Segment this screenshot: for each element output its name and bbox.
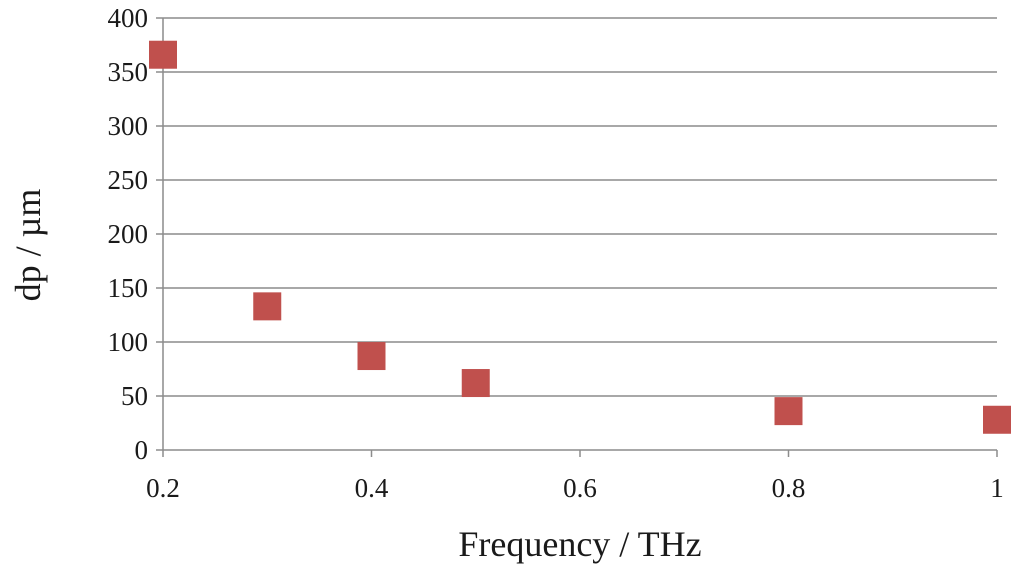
data-point-marker — [461, 369, 490, 398]
x-axis-ticks: 0.2 0.4 0.6 0.8 1 — [146, 450, 1004, 503]
y-tick-label: 200 — [108, 219, 149, 249]
x-tick-label: 0.2 — [146, 473, 180, 503]
y-tick-label: 350 — [108, 57, 149, 87]
y-axis-title: dp / µm — [8, 189, 48, 302]
data-point-marker — [357, 342, 386, 371]
data-point-marker — [253, 292, 282, 321]
data-points — [149, 40, 1011, 434]
x-tick-label: 0.8 — [772, 473, 806, 503]
y-tick-label: 250 — [108, 165, 149, 195]
gridlines — [163, 17, 997, 397]
data-point-marker — [983, 405, 1011, 434]
data-point-marker — [774, 397, 803, 426]
data-point-marker — [149, 40, 177, 69]
x-tick-label: 0.4 — [355, 473, 389, 503]
y-tick-label: 150 — [108, 273, 149, 303]
y-tick-label: 0 — [135, 435, 149, 465]
x-tick-label: 0.6 — [563, 473, 597, 503]
y-tick-label: 100 — [108, 327, 149, 357]
x-axis-title: Frequency / THz — [458, 524, 701, 564]
y-axis-ticks: 0 50 100 150 200 250 300 350 400 — [108, 3, 163, 465]
x-tick-label: 1 — [990, 473, 1004, 503]
y-tick-label: 300 — [108, 111, 149, 141]
y-tick-label: 50 — [121, 381, 148, 411]
y-tick-label: 400 — [108, 3, 149, 33]
